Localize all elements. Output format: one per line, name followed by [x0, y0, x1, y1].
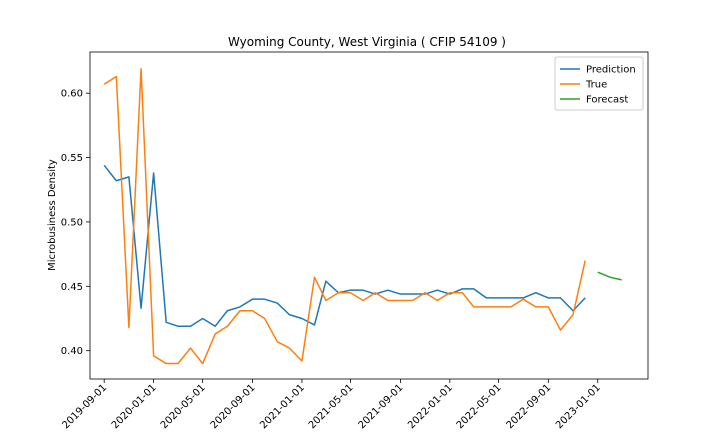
series-line-prediction	[103, 164, 586, 327]
x-tick-label: 2022-09-01	[505, 382, 554, 431]
y-tick-label: 0.45	[61, 282, 83, 293]
y-axis-label: Microbusiness Density	[47, 159, 58, 271]
y-tick-label: 0.40	[61, 346, 83, 357]
x-tick-label: 2020-09-01	[209, 382, 258, 431]
x-tick-label: 2021-05-01	[307, 382, 356, 431]
x-tick-label: 2019-09-01	[60, 382, 109, 431]
y-tick-label: 0.60	[61, 89, 83, 100]
x-tick-label: 2021-09-01	[357, 382, 406, 431]
legend-label: Prediction	[586, 65, 636, 76]
series-layer	[103, 67, 622, 365]
x-tick-label: 2022-05-01	[455, 382, 504, 431]
x-axis: 2019-09-01 2020-01-01 2020-05-01 2020-09-01…	[60, 379, 603, 431]
x-tick-label: 2023-01-01	[554, 382, 603, 431]
legend-label: True	[585, 80, 607, 91]
y-axis: 0.40 0.45 0.50 0.55 0.60	[61, 89, 90, 357]
y-tick-label: 0.55	[61, 153, 83, 164]
legend-label: Forecast	[586, 95, 628, 106]
legend-box	[554, 56, 644, 111]
series-line-true	[103, 67, 586, 365]
x-tick-label: 2020-01-01	[110, 382, 159, 431]
series-line-forecast	[597, 271, 622, 281]
x-tick-label: 2021-01-01	[258, 382, 307, 431]
legend: Prediction True Forecast	[554, 56, 644, 111]
x-tick-label: 2020-05-01	[159, 382, 208, 431]
chart-title: Wyoming County, West Virginia ( CFIP 541…	[228, 35, 506, 49]
x-tick-label: 2022-01-01	[406, 382, 455, 431]
plot-frame	[89, 51, 649, 380]
y-tick-label: 0.50	[61, 217, 83, 228]
